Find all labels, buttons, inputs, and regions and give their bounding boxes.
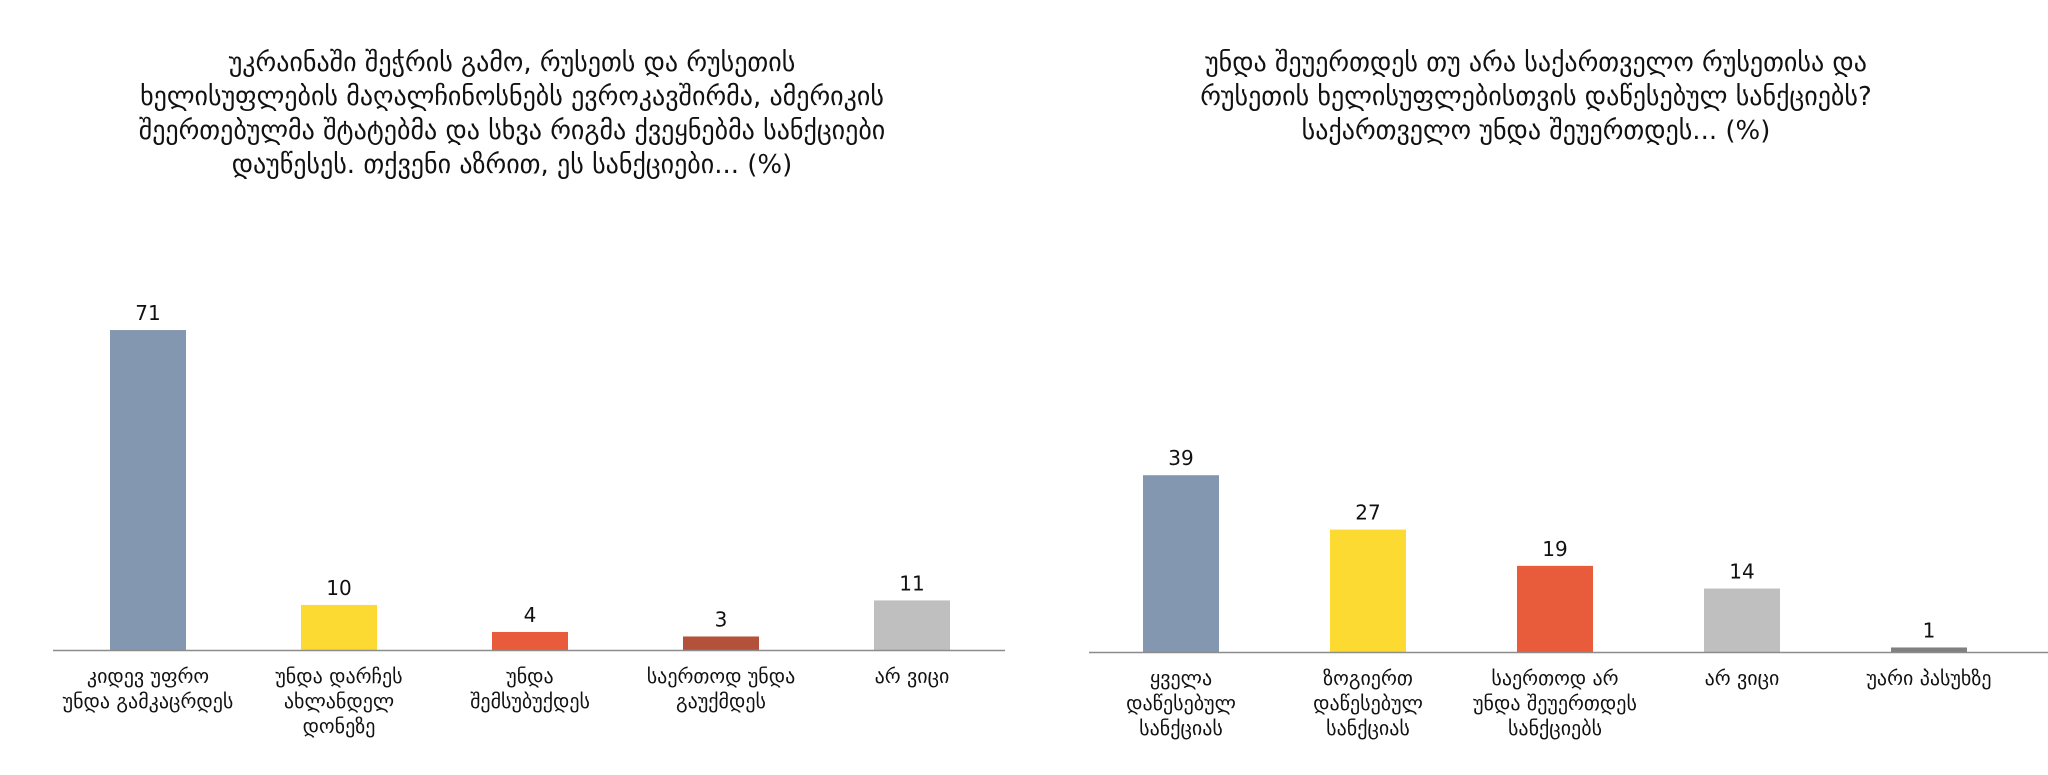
x-tick-label: არ ვიცი <box>874 664 950 688</box>
bar-2 <box>301 604 377 650</box>
data-label: 3 <box>715 607 728 631</box>
data-label: 4 <box>524 603 537 627</box>
chart-title: უკრაინაში შეჭრის გამო, რუსეთს და რუსეთის… <box>138 48 886 180</box>
chart-panel-left: უკრაინაში შეჭრის გამო, რუსეთს და რუსეთის… <box>53 48 1005 738</box>
x-tick-label: უარი პასუხზე <box>1866 666 1992 690</box>
x-tick-label: უნდა შემსუბუქდეს <box>470 664 590 713</box>
chart-title: უნდა შეუერთდეს თუ არა საქართველო რუსეთის… <box>1200 48 1872 146</box>
data-label: 19 <box>1542 537 1567 561</box>
plot-area: 71 10 4 3 11 <box>53 301 1005 652</box>
x-tick-label: არ ვიცი <box>1704 666 1780 690</box>
x-tick-label: ზოგიერთ დაწესებულ სანქციას <box>1313 666 1423 740</box>
bar-3 <box>1517 565 1593 652</box>
bar-3 <box>492 631 568 650</box>
data-label: 10 <box>326 576 351 600</box>
bar-5 <box>874 600 950 650</box>
data-label: 1 <box>1923 618 1936 642</box>
data-label: 11 <box>899 571 924 595</box>
x-tick-label: საერთოდ უნდა გაუქმდეს <box>646 664 796 713</box>
data-label: 39 <box>1168 446 1193 470</box>
data-label: 27 <box>1355 501 1380 525</box>
bar-1 <box>1143 475 1219 652</box>
x-tick-label: უნდა დარჩეს ახლანდელ დონეზე <box>275 664 403 738</box>
data-label: 14 <box>1729 560 1754 584</box>
x-tick-label: კიდევ უფრო უნდა გამკაცრდეს <box>62 664 234 713</box>
data-label: 71 <box>135 301 160 325</box>
bar-5 <box>1891 647 1967 652</box>
bar-2 <box>1330 529 1406 652</box>
x-tick-label: ყველა დაწესებულ სანქციას <box>1126 666 1236 740</box>
bar-1 <box>110 330 186 650</box>
bar-4 <box>683 636 759 650</box>
x-tick-label: საერთოდ არ უნდა შეუერთდეს სანქციებს <box>1473 666 1637 740</box>
bar-4 <box>1704 588 1780 652</box>
plot-area: 39 27 19 14 1 <box>1089 446 2048 654</box>
chart-panel-right: უნდა შეუერთდეს თუ არა საქართველო რუსეთის… <box>1024 0 2048 775</box>
